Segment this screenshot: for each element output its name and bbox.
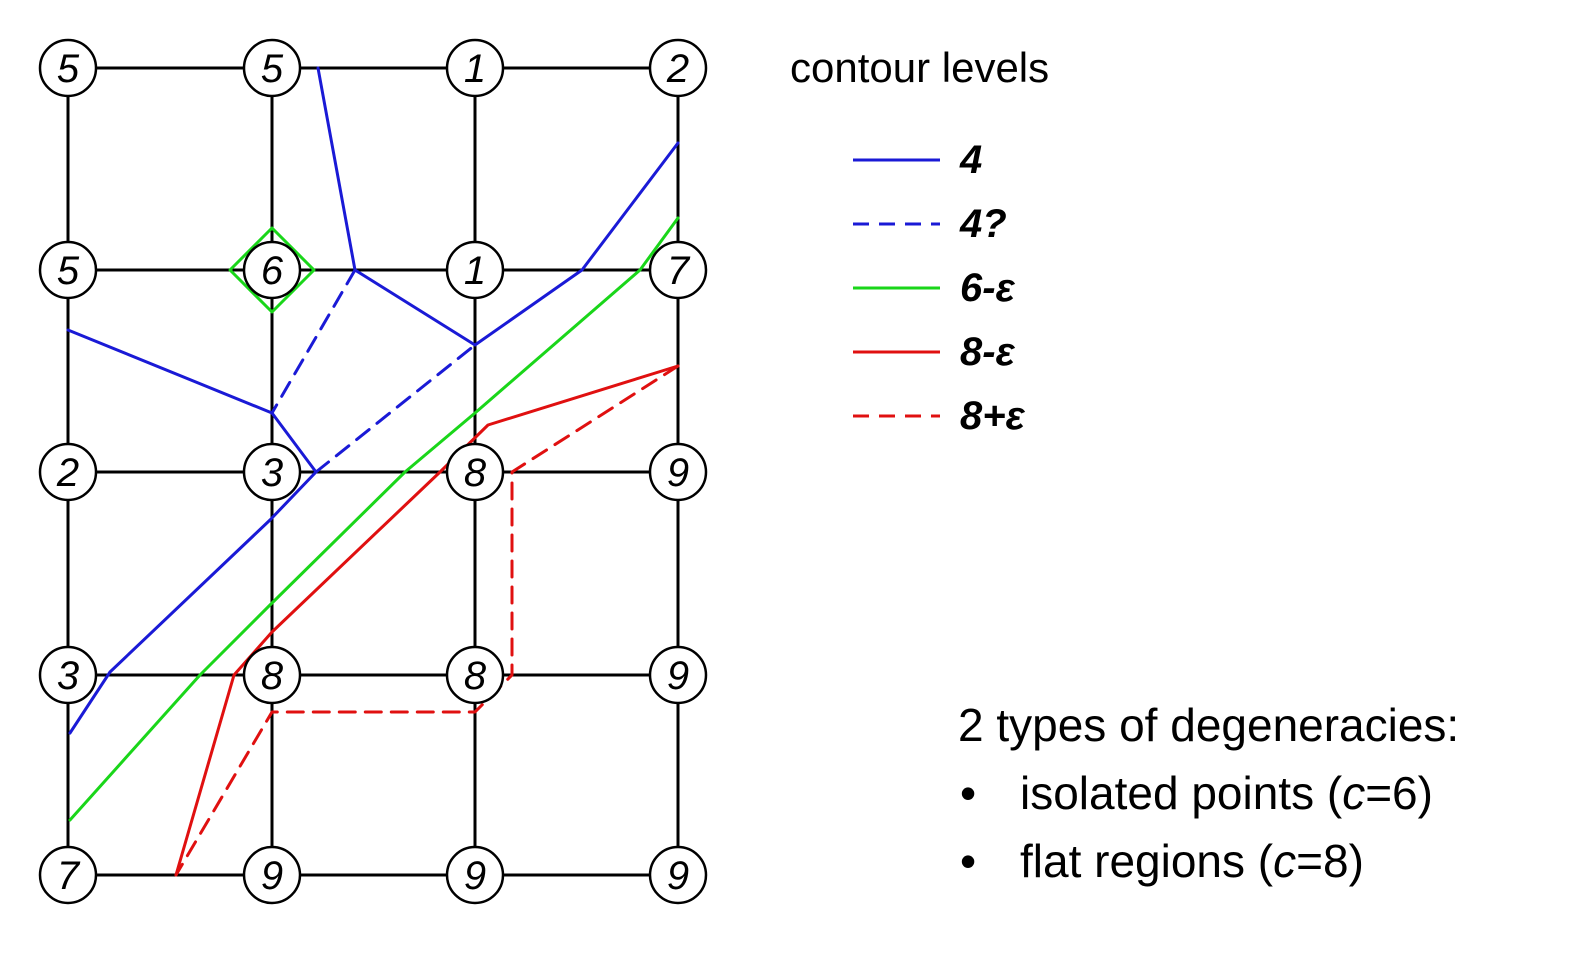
notes-list: • isolated points (c=6) • flat regions (c=… [958,766,1459,888]
node-circle [648,645,708,705]
contour-8-plus-eps [174,364,680,877]
degeneracy-notes: 2 types of degeneracies: • isolated point… [958,698,1459,902]
node-circle [242,645,302,705]
node-circle [445,845,505,905]
node-value: 3 [261,451,283,495]
grid-node: 9 [648,845,708,905]
node-circle [242,240,302,300]
grid-lines [66,66,680,877]
legend-title: contour levels [790,44,1050,91]
note-text-post: =8) [1296,835,1364,887]
node-circle [242,442,302,502]
node-circle [648,442,708,502]
node-circle [38,38,98,98]
grid-nodes: 5 5 1 2 5 6 1 7 2 3 8 9 3 8 8 9 7 9 9 9 [38,38,708,905]
grid-node: 1 [445,240,505,300]
node-circle [445,240,505,300]
grid-node: 3 [242,442,302,502]
bullet: • [960,767,977,819]
legend-item: 6-ε [853,266,1016,310]
node-circle [242,38,302,98]
node-circle [648,845,708,905]
contour-6-eps-diamond [228,226,316,314]
grid-node: 5 [38,38,98,98]
notes-heading: 2 types of degeneracies: [958,699,1460,751]
node-value: 9 [261,854,283,898]
note-isolated-points: • isolated points (c=6) [958,766,1459,820]
node-value: 2 [666,47,689,91]
node-value: 9 [667,451,689,495]
legend-label: 8+ε [960,394,1026,438]
node-value: 8 [261,654,284,698]
node-circle [38,645,98,705]
note-variable: c [1342,767,1366,819]
grid-node: 2 [38,442,98,502]
grid-node: 2 [648,38,708,98]
node-value: 2 [56,451,79,495]
legend-label: 4 [959,138,982,182]
legend-item: 8-ε [853,330,1016,374]
node-value: 8 [464,654,487,698]
node-value: 1 [464,47,486,91]
grid-node: 9 [648,645,708,705]
legend-label: 6-ε [960,266,1016,310]
node-value: 9 [667,654,689,698]
grid-node: 8 [445,442,505,502]
legend-item: 4 [853,138,982,182]
node-circle [445,38,505,98]
contour-4-ambiguous-2 [314,343,477,474]
contour-4-left [66,328,318,735]
grid-node: 6 [242,240,302,300]
grid-node: 8 [242,645,302,705]
node-value: 1 [464,249,486,293]
note-flat-regions: • flat regions (c=8) [958,834,1459,888]
note-variable: c [1273,835,1297,887]
bullet: • [960,835,977,887]
node-value: 9 [464,854,486,898]
legend-item: 8+ε [853,394,1026,438]
grid-node: 5 [242,38,302,98]
node-value: 9 [667,854,689,898]
grid-node: 3 [38,645,98,705]
node-circle [38,240,98,300]
legend: 4 4? 6-ε 8-ε 8+ε [853,138,1026,438]
grid-node: 7 [38,845,98,905]
node-circle [242,845,302,905]
node-value: 6 [261,249,284,293]
node-circle [648,38,708,98]
legend-label: 8-ε [960,330,1016,374]
node-value: 7 [667,249,691,293]
node-value: 5 [57,249,80,293]
node-circle [445,442,505,502]
grid-node: 9 [648,442,708,502]
legend-item: 4? [853,202,1007,246]
note-text-pre: flat regions ( [1020,835,1274,887]
grid-node: 9 [242,845,302,905]
note-text-pre: isolated points ( [1020,767,1343,819]
node-circle [38,442,98,502]
contour-4-top [316,66,680,347]
grid-node: 1 [445,38,505,98]
contour-8-eps [174,364,680,877]
note-text-post: =6) [1365,767,1433,819]
node-value: 7 [57,854,81,898]
node-circle [38,845,98,905]
node-circle [648,240,708,300]
node-value: 3 [57,654,79,698]
contour-6-eps-diagonal [68,216,680,822]
grid-node: 8 [445,645,505,705]
grid-node: 5 [38,240,98,300]
legend-label: 4? [959,202,1007,246]
node-circle [445,645,505,705]
contour-4-ambiguous [270,268,357,415]
node-value: 5 [57,47,80,91]
node-value: 8 [464,451,487,495]
node-value: 5 [261,47,284,91]
grid-node: 9 [445,845,505,905]
grid-node: 7 [648,240,708,300]
